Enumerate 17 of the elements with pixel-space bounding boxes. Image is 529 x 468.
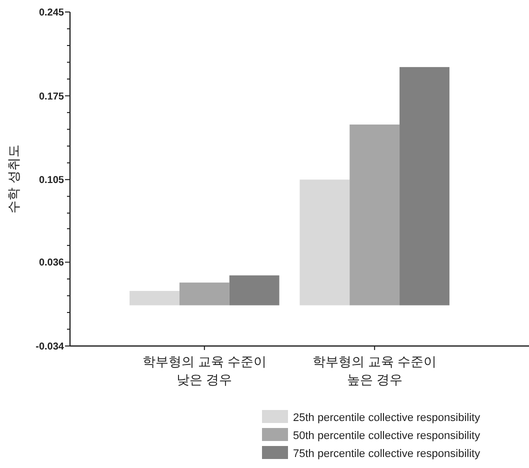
bar (350, 124, 400, 306)
y-tick-label: -0.034 (36, 342, 64, 352)
legend-label: 75th percentile collective responsibility (293, 448, 481, 460)
bar (400, 67, 450, 306)
bar (130, 290, 180, 306)
x-tick-label: 학부형의 교육 수준이 낮은 경우 (142, 354, 267, 387)
legend-label: 50th percentile collective responsibility (293, 430, 481, 442)
bar (179, 282, 230, 306)
bar (229, 275, 280, 306)
x-tick-label: 학부형의 교육 수준이 높은 경우 (312, 354, 437, 387)
y-tick-label: 0.175 (38, 91, 64, 102)
legend-label: 25th percentile collective responsibility (293, 412, 481, 424)
y-tick-label: 0.105 (38, 175, 64, 186)
y-tick-label: 0.245 (38, 8, 64, 18)
y-tick-label: 0.036 (38, 258, 64, 269)
bar (300, 180, 350, 306)
y-axis-title: 수학 성취도 (6, 144, 21, 214)
